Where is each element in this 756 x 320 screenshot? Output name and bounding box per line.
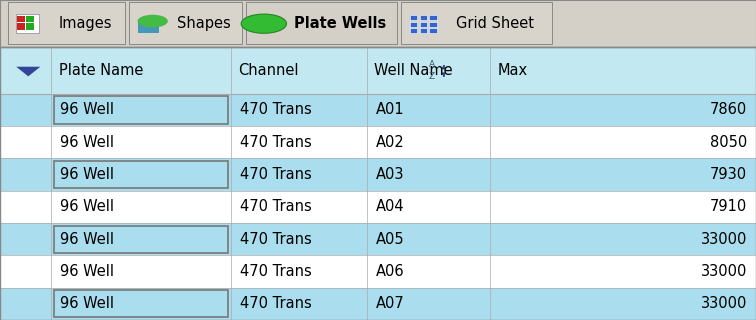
Text: Plate Wells: Plate Wells (294, 16, 386, 31)
Text: 33000: 33000 (701, 232, 747, 247)
Circle shape (138, 15, 168, 28)
Text: Images: Images (58, 16, 112, 31)
Bar (17, 16, 25, 22)
Bar (138, 19, 159, 33)
Text: Max: Max (497, 63, 528, 78)
Text: Plate Name: Plate Name (59, 63, 144, 78)
Text: A06: A06 (376, 264, 404, 279)
Bar (420, 28, 427, 33)
Text: 96 Well: 96 Well (60, 199, 114, 214)
Text: A07: A07 (376, 296, 404, 311)
Text: 33000: 33000 (701, 296, 747, 311)
Bar (420, 22, 427, 27)
Bar (8, 2, 125, 44)
Text: A05: A05 (376, 232, 404, 247)
Text: 470 Trans: 470 Trans (240, 135, 311, 150)
Text: Z: Z (429, 72, 435, 82)
Text: 7910: 7910 (710, 199, 747, 214)
Bar (0, 223, 756, 255)
Bar (0, 191, 756, 223)
Text: A04: A04 (376, 199, 404, 214)
Bar (54, 161, 228, 188)
Bar (246, 2, 397, 44)
Text: A02: A02 (376, 135, 404, 150)
Bar (410, 28, 417, 33)
Bar (16, 14, 39, 33)
Bar (17, 23, 25, 30)
Bar (410, 22, 417, 27)
Text: 470 Trans: 470 Trans (240, 264, 311, 279)
Bar (0, 94, 756, 126)
Text: 470 Trans: 470 Trans (240, 232, 311, 247)
Bar (420, 15, 427, 20)
Bar (54, 96, 228, 124)
Text: 8050: 8050 (710, 135, 747, 150)
Text: 96 Well: 96 Well (60, 102, 114, 117)
Text: 96 Well: 96 Well (60, 135, 114, 150)
Bar (54, 226, 228, 253)
Text: 7930: 7930 (710, 167, 747, 182)
Bar (429, 22, 437, 27)
Text: Channel: Channel (238, 63, 299, 78)
Bar (0, 288, 756, 320)
Bar (0, 47, 756, 94)
Bar (0, 47, 756, 320)
Text: 470 Trans: 470 Trans (240, 296, 311, 311)
Text: 96 Well: 96 Well (60, 296, 114, 311)
Text: 7860: 7860 (710, 102, 747, 117)
Text: 96 Well: 96 Well (60, 232, 114, 247)
Bar (429, 28, 437, 33)
Text: Well Name: Well Name (374, 63, 453, 78)
Bar (0, 126, 756, 158)
Bar (0, 158, 756, 191)
Polygon shape (16, 67, 40, 76)
Bar (26, 16, 34, 22)
Text: Grid Sheet: Grid Sheet (456, 16, 534, 31)
Bar (401, 2, 552, 44)
Bar (26, 23, 34, 30)
Bar (429, 15, 437, 20)
Text: 33000: 33000 (701, 264, 747, 279)
Bar (54, 290, 228, 317)
Text: 470 Trans: 470 Trans (240, 102, 311, 117)
Bar (0, 255, 756, 288)
Text: A03: A03 (376, 167, 404, 182)
Bar (0, 47, 756, 320)
Text: 96 Well: 96 Well (60, 264, 114, 279)
Text: A01: A01 (376, 102, 404, 117)
Text: 470 Trans: 470 Trans (240, 199, 311, 214)
Bar (129, 2, 242, 44)
Text: 96 Well: 96 Well (60, 167, 114, 182)
Text: A: A (429, 60, 435, 69)
Bar (410, 15, 417, 20)
Text: 470 Trans: 470 Trans (240, 167, 311, 182)
Bar (0, 0, 756, 47)
Circle shape (241, 14, 287, 33)
Text: Shapes: Shapes (177, 16, 231, 31)
